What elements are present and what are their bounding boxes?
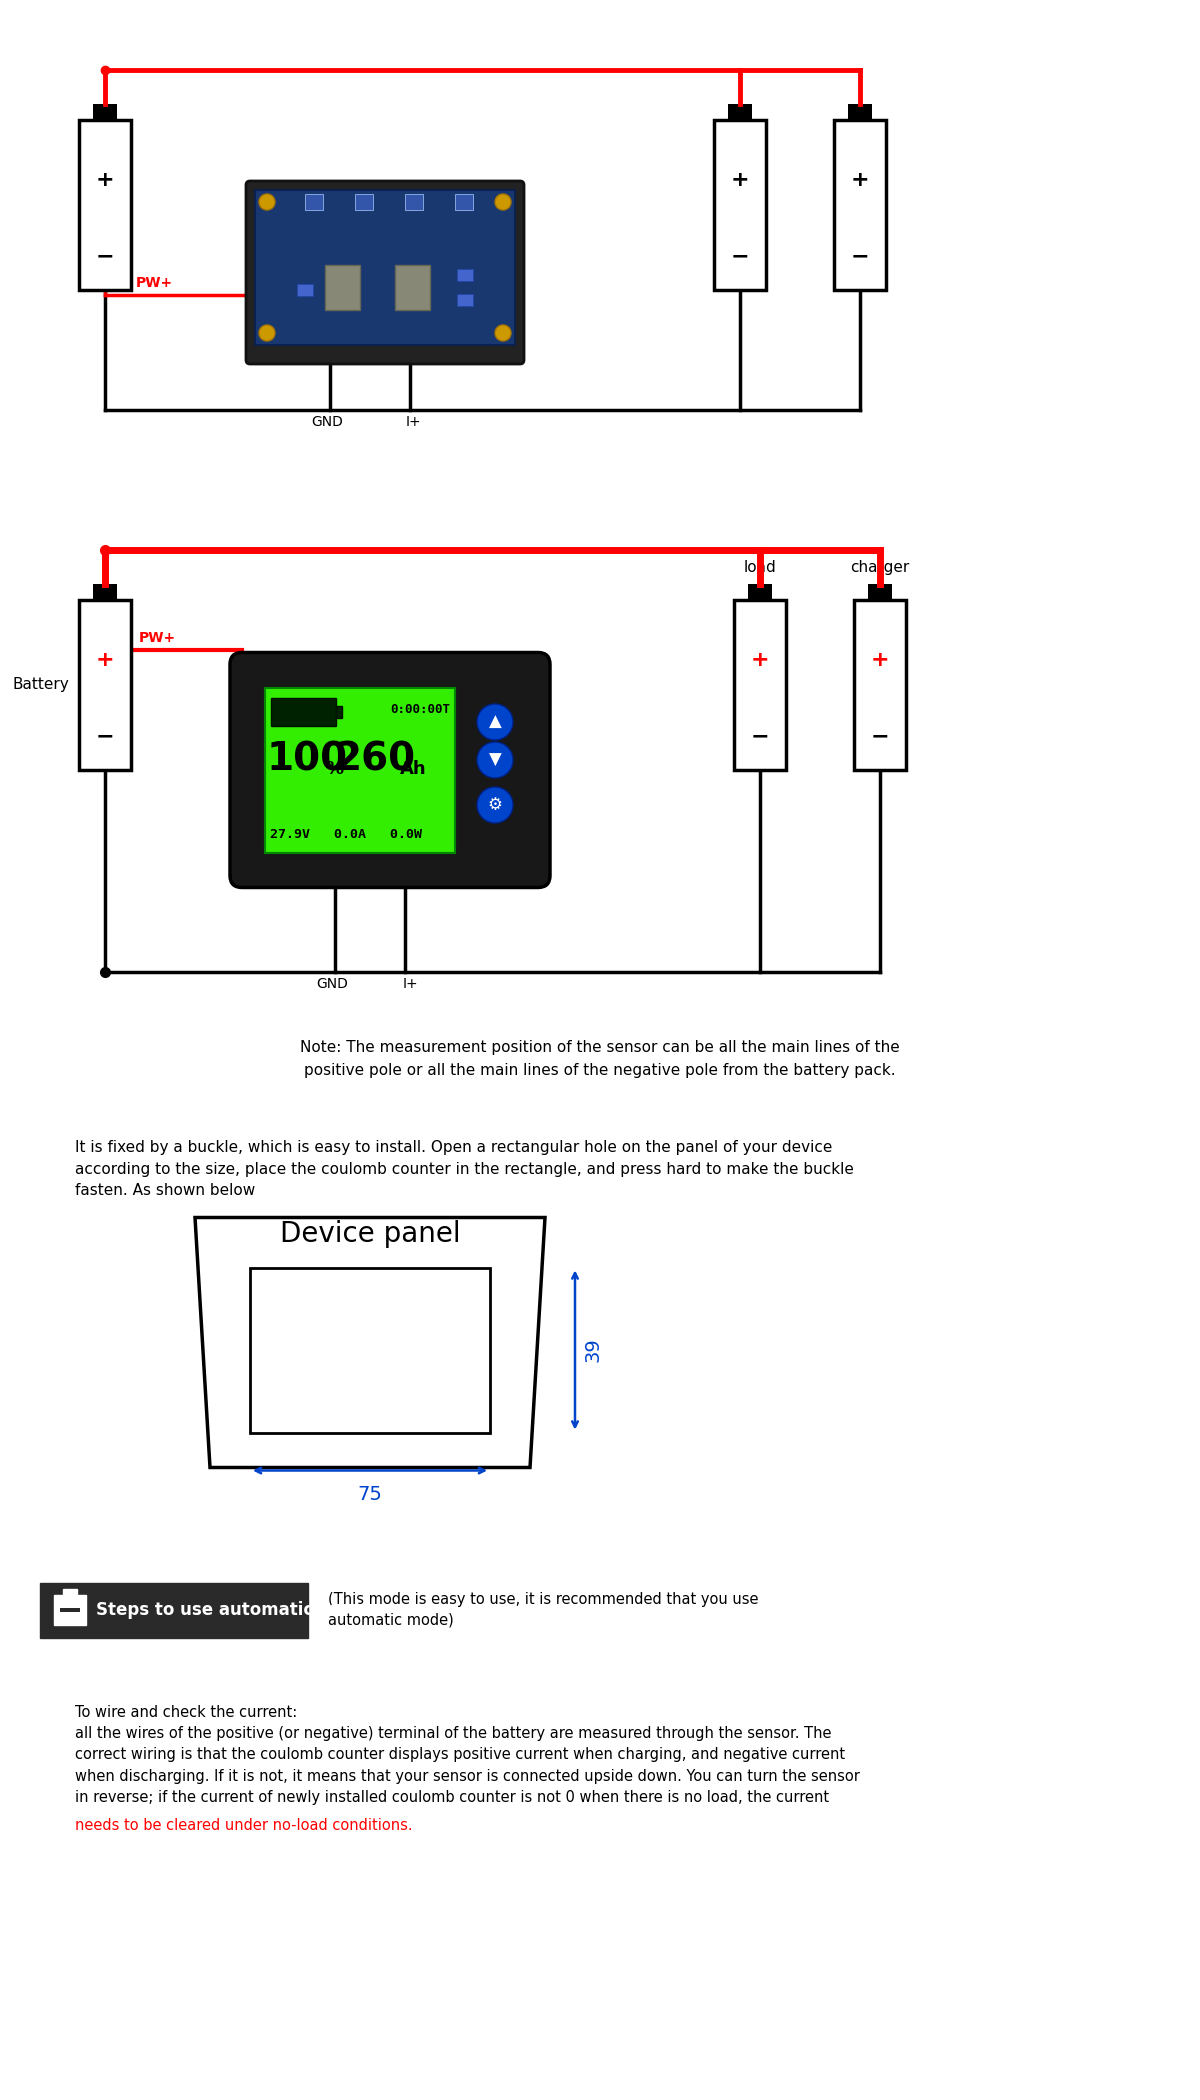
Text: +: +	[731, 170, 749, 189]
Circle shape	[478, 704, 514, 739]
Text: +: +	[96, 649, 114, 670]
Text: 39: 39	[583, 1338, 602, 1363]
Bar	[457, 294, 473, 307]
Text: +: +	[96, 170, 114, 189]
Bar	[336, 706, 342, 718]
Bar	[355, 193, 373, 210]
Text: +: +	[871, 649, 889, 670]
Text: −: −	[731, 246, 749, 267]
Text: PW+: PW+	[139, 630, 176, 645]
Text: ⚙: ⚙	[487, 796, 503, 815]
Bar	[457, 269, 473, 281]
Text: −: −	[851, 246, 869, 267]
Text: Steps to use automatic mode:: Steps to use automatic mode:	[96, 1600, 378, 1619]
Bar	[728, 105, 751, 120]
Circle shape	[496, 193, 511, 210]
Bar	[94, 105, 116, 120]
Text: needs to be cleared under no-load conditions.: needs to be cleared under no-load condit…	[74, 1819, 413, 1833]
Text: %: %	[325, 760, 343, 779]
Bar	[869, 584, 892, 601]
Text: −: −	[96, 727, 114, 745]
Text: PW+: PW+	[136, 275, 173, 290]
Text: 27.9V   0.0A   0.0W: 27.9V 0.0A 0.0W	[270, 827, 422, 840]
Text: +: +	[851, 170, 869, 189]
Circle shape	[478, 788, 514, 823]
Bar	[60, 1609, 80, 1613]
Bar	[94, 584, 116, 601]
Text: −: −	[96, 246, 114, 267]
Bar	[64, 1590, 77, 1596]
Bar	[455, 193, 473, 210]
Bar	[834, 120, 886, 290]
Text: Ah: Ah	[400, 760, 427, 779]
Bar	[714, 120, 766, 290]
Text: I+: I+	[402, 976, 418, 991]
Text: −: −	[751, 727, 769, 745]
Text: (This mode is easy to use, it is recommended that you use
automatic mode): (This mode is easy to use, it is recomme…	[328, 1592, 758, 1628]
Bar	[325, 265, 360, 311]
Text: 260: 260	[335, 741, 415, 779]
Bar	[854, 601, 906, 771]
Text: To wire and check the current:
all the wires of the positive (or negative) termi: To wire and check the current: all the w…	[74, 1705, 860, 1806]
Bar	[406, 193, 424, 210]
Bar	[265, 687, 455, 853]
Text: 100: 100	[266, 741, 348, 779]
Bar	[271, 697, 336, 724]
Text: Battery: Battery	[12, 678, 70, 693]
Text: 0:00:00T: 0:00:00T	[390, 704, 450, 716]
Bar	[395, 265, 430, 311]
Bar	[298, 284, 313, 296]
Text: load: load	[744, 561, 776, 575]
Circle shape	[259, 326, 275, 340]
Text: I+: I+	[406, 416, 421, 428]
FancyBboxPatch shape	[230, 653, 550, 888]
Bar	[250, 1268, 490, 1432]
Text: 75: 75	[358, 1485, 383, 1504]
Bar	[79, 120, 131, 290]
Text: Note: The measurement position of the sensor can be all the main lines of the
po: Note: The measurement position of the se…	[300, 1040, 900, 1079]
Bar	[54, 1596, 86, 1625]
Text: GND: GND	[311, 416, 343, 428]
Text: charger: charger	[851, 561, 910, 575]
Circle shape	[259, 193, 275, 210]
Text: It is fixed by a buckle, which is easy to install. Open a rectangular hole on th: It is fixed by a buckle, which is easy t…	[74, 1140, 854, 1199]
Text: ▲: ▲	[488, 714, 502, 731]
Circle shape	[496, 326, 511, 340]
Polygon shape	[194, 1218, 545, 1468]
Bar	[256, 189, 515, 344]
Bar	[734, 601, 786, 771]
FancyBboxPatch shape	[246, 181, 524, 363]
Bar	[79, 601, 131, 771]
Bar	[749, 584, 772, 601]
Circle shape	[478, 741, 514, 777]
Text: −: −	[871, 727, 889, 745]
Text: Device panel: Device panel	[280, 1220, 461, 1250]
Text: GND: GND	[316, 976, 348, 991]
Text: ▼: ▼	[488, 752, 502, 769]
Bar	[40, 1583, 308, 1638]
Bar	[848, 105, 871, 120]
Text: +: +	[751, 649, 769, 670]
Bar	[305, 193, 323, 210]
